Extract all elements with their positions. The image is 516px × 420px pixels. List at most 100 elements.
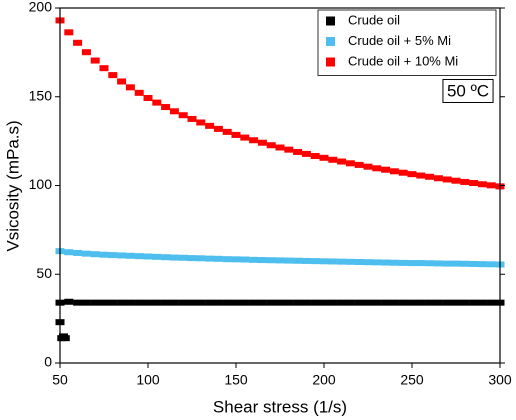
data-point xyxy=(257,139,267,146)
data-point xyxy=(337,158,347,165)
data-point xyxy=(293,148,303,155)
data-point xyxy=(372,299,382,306)
data-point xyxy=(275,144,285,151)
data-point xyxy=(266,257,276,264)
data-point xyxy=(213,255,223,262)
data-point xyxy=(240,256,250,263)
data-point xyxy=(205,299,215,306)
data-point xyxy=(169,108,179,115)
data-point xyxy=(143,253,153,260)
data-point xyxy=(275,299,285,306)
data-point xyxy=(354,161,364,168)
data-point xyxy=(372,165,382,172)
data-point xyxy=(81,250,91,257)
data-point xyxy=(345,160,355,167)
data-point xyxy=(213,299,223,306)
data-point xyxy=(319,154,329,161)
data-point xyxy=(240,134,250,141)
data-point xyxy=(134,253,144,260)
data-point xyxy=(284,299,294,306)
data-point xyxy=(187,115,197,122)
data-point xyxy=(152,99,162,106)
data-point xyxy=(477,181,487,188)
data-point xyxy=(99,299,109,306)
data-point xyxy=(134,89,144,96)
data-point xyxy=(460,260,470,267)
data-point xyxy=(143,299,153,306)
data-point xyxy=(213,125,223,132)
legend-swatch xyxy=(326,57,335,67)
data-point xyxy=(486,182,496,189)
data-point xyxy=(99,251,109,258)
y-tick-label: 0 xyxy=(44,354,52,370)
data-point xyxy=(451,177,461,184)
data-point xyxy=(178,299,188,306)
data-point xyxy=(469,180,479,187)
data-point xyxy=(117,78,127,85)
data-point xyxy=(389,259,399,266)
data-point xyxy=(284,257,294,264)
data-point xyxy=(416,299,426,306)
data-point xyxy=(345,258,355,265)
x-axis-title: Shear stress (1/s) xyxy=(213,397,347,416)
annotation: 50 ºC xyxy=(447,81,489,100)
data-point xyxy=(416,260,426,267)
data-point xyxy=(319,258,329,265)
data-point xyxy=(381,166,391,173)
data-point xyxy=(249,256,259,263)
data-point xyxy=(205,255,215,262)
data-point xyxy=(64,249,74,256)
x-tick-label: 50 xyxy=(52,372,68,388)
data-point xyxy=(169,254,179,261)
data-point xyxy=(477,261,487,268)
data-point xyxy=(73,249,83,256)
data-point xyxy=(363,163,373,170)
data-point xyxy=(328,299,338,306)
data-point xyxy=(257,299,267,306)
data-point xyxy=(99,65,109,72)
data-point xyxy=(73,39,83,46)
data-point xyxy=(152,299,162,306)
data-point xyxy=(433,175,443,182)
y-tick-label: 50 xyxy=(36,265,52,281)
legend-label: Crude oil + 10% Mi xyxy=(348,53,458,68)
y-tick-label: 100 xyxy=(29,176,53,192)
data-point xyxy=(108,72,118,79)
data-point xyxy=(222,256,232,263)
data-point xyxy=(310,258,320,265)
legend-label: Crude oil + 5% Mi xyxy=(348,33,451,48)
data-point xyxy=(293,299,303,306)
data-point xyxy=(433,299,443,306)
data-point xyxy=(442,176,452,183)
data-point xyxy=(196,299,206,306)
data-point xyxy=(178,112,188,119)
data-point xyxy=(372,259,382,266)
data-point xyxy=(90,251,100,258)
data-point xyxy=(187,299,197,306)
data-point xyxy=(319,299,329,306)
data-point xyxy=(73,299,83,306)
data-point xyxy=(442,260,452,267)
data-point xyxy=(64,298,74,305)
data-point xyxy=(249,137,259,144)
data-point xyxy=(64,29,74,36)
data-point xyxy=(108,252,118,259)
data-point xyxy=(442,299,452,306)
x-tick-label: 100 xyxy=(136,372,160,388)
data-point xyxy=(389,299,399,306)
data-point xyxy=(398,169,408,176)
data-point xyxy=(425,260,435,267)
data-point xyxy=(266,142,276,149)
data-point xyxy=(231,256,241,263)
data-point xyxy=(187,255,197,262)
data-point xyxy=(354,299,364,306)
data-point xyxy=(354,259,364,266)
data-point xyxy=(425,173,435,180)
data-point xyxy=(205,122,215,129)
data-point xyxy=(425,299,435,306)
data-point xyxy=(407,171,417,178)
data-point xyxy=(416,172,426,179)
data-point xyxy=(81,49,91,56)
data-point xyxy=(222,299,232,306)
